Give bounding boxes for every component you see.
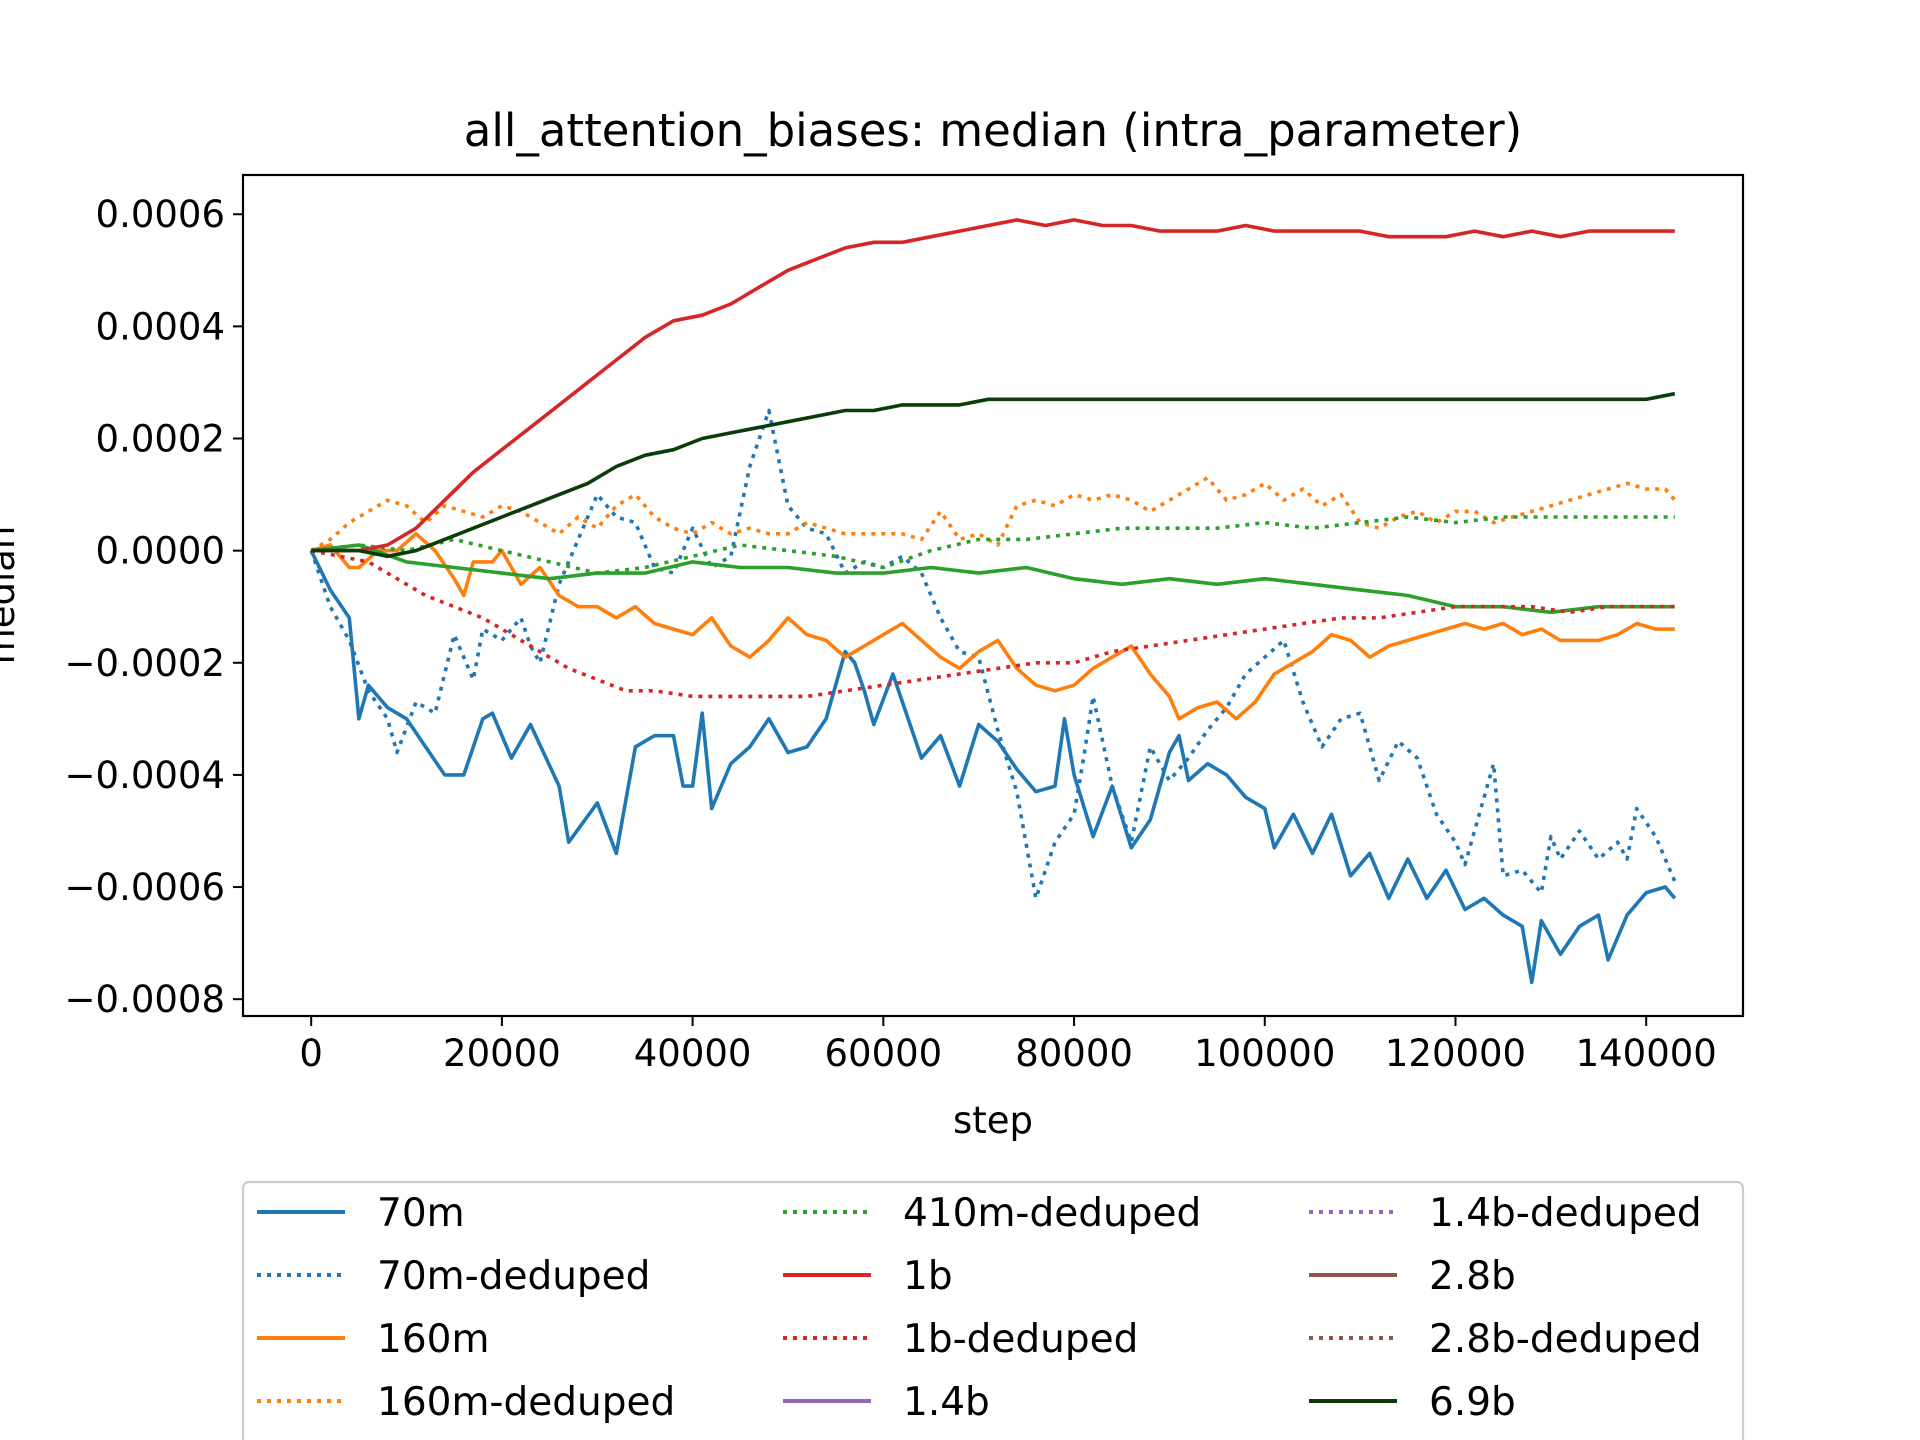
y-tick-label: −0.0006 [65,866,225,909]
legend-label-2-8b: 2.8b [1429,1254,1516,1299]
x-tick-label: 60000 [824,1032,942,1075]
series-line-1b [311,218,1675,553]
legend-label-2-8b-deduped: 2.8b-deduped [1429,1317,1702,1362]
legend-label-410m-deduped: 410m-deduped [903,1191,1201,1236]
x-tick-label: 40000 [634,1032,752,1075]
legend-label-6-9b: 6.9b [1429,1380,1516,1425]
chart-title: all_attention_biases: median (intra_para… [464,104,1522,157]
legend-label-160m-deduped: 160m-deduped [377,1380,675,1425]
series-line-6-9b [311,391,1676,559]
x-tick-label: 0 [299,1032,323,1075]
y-tick-label: −0.0002 [65,642,225,685]
x-tick-label: 100000 [1194,1032,1335,1075]
series-line-70m-deduped [309,408,1677,901]
y-axis-label: median [0,526,23,665]
plot-lines [309,218,1677,985]
x-axis-ticks: 0 20000 40000 60000 80000 100000 120000 140000 [299,1016,1717,1075]
x-tick-label: 20000 [443,1032,561,1075]
series-line-70m [309,549,1677,985]
y-tick-label: −0.0008 [65,978,225,1021]
x-tick-label: 120000 [1385,1032,1526,1075]
legend: 70m 70m-deduped 160m 160m-deduped 410m-dedup… [241,1180,1745,1440]
y-axis-ticks: −0.0008 −0.0006 −0.0004 −0.0002 0.0000 0.0002… [65,193,243,1021]
x-tick-label: 140000 [1576,1032,1717,1075]
series-line-160m-deduped [310,476,1677,553]
legend-label-1-4b: 1.4b [903,1380,990,1425]
y-tick-label: 0.0000 [96,530,225,573]
x-axis-label: step [953,1099,1033,1142]
legend-label-160m: 160m [377,1317,489,1362]
legend-label-70m: 70m [377,1191,465,1236]
series-line-1b-deduped [310,548,1675,699]
y-tick-label: 0.0004 [96,305,225,348]
y-tick-label: 0.0006 [96,193,225,236]
y-tick-label: 0.0002 [96,418,225,461]
x-tick-label: 80000 [1015,1032,1133,1075]
legend-label-1-4b-deduped: 1.4b-deduped [1429,1191,1702,1236]
legend-label-70m-deduped: 70m-deduped [377,1254,650,1299]
plot-frame [241,173,1745,1018]
series-line-160m [310,532,1675,721]
series-line-410m-deduped [310,515,1675,575]
legend-label-1b: 1b [903,1254,953,1299]
legend-frame [241,1180,1745,1440]
legend-label-1b-deduped: 1b-deduped [903,1317,1138,1362]
y-tick-label: −0.0004 [65,754,225,797]
